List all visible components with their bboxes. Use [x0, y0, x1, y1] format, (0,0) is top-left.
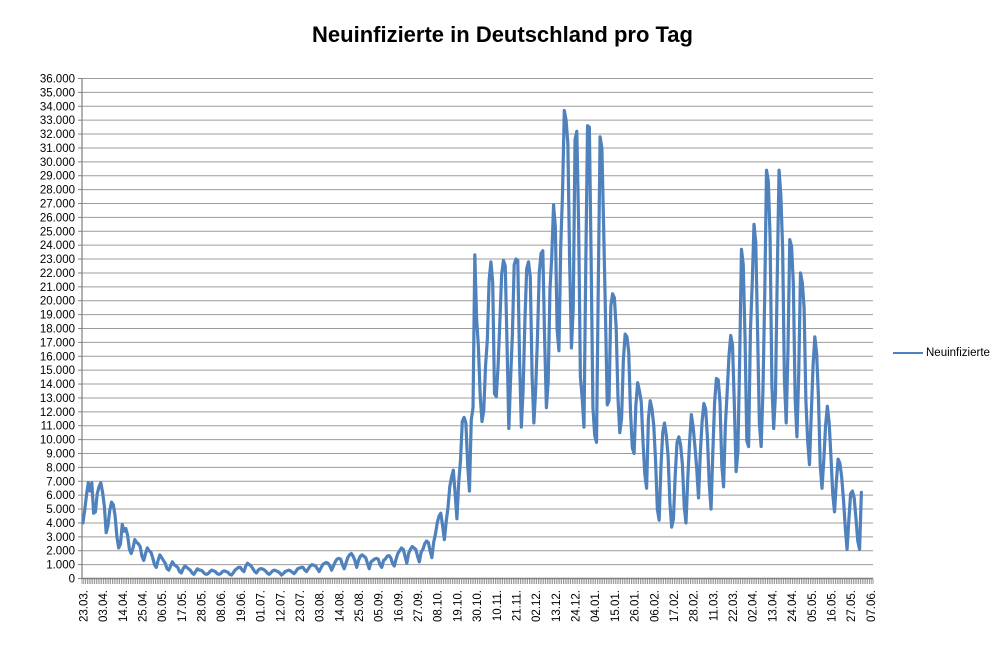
svg-text:12.07.: 12.07.	[275, 590, 287, 622]
svg-text:12.000: 12.000	[40, 407, 75, 419]
legend-line-swatch	[893, 351, 923, 355]
svg-text:19.06.: 19.06.	[236, 590, 248, 622]
svg-text:13.000: 13.000	[40, 393, 75, 405]
svg-text:36.000: 36.000	[40, 74, 75, 86]
svg-text:05.09.: 05.09.	[374, 590, 386, 622]
axis-lines	[81, 78, 873, 580]
svg-text:1.000: 1.000	[46, 560, 75, 572]
svg-text:10.11.: 10.11.	[492, 590, 504, 621]
svg-text:16.09.: 16.09.	[393, 590, 405, 622]
svg-text:17.05.: 17.05.	[177, 590, 189, 622]
svg-text:02.04.: 02.04.	[748, 590, 760, 622]
svg-text:33.000: 33.000	[40, 115, 75, 127]
svg-text:14.000: 14.000	[40, 379, 75, 391]
svg-text:08.10.: 08.10.	[433, 590, 445, 622]
x-axis-labels: 23.03. 03.04. 14.04. 25.04. 06.05. 17.05. 28.0…	[78, 590, 877, 622]
svg-text:28.02.: 28.02.	[689, 590, 701, 622]
svg-text:02.12.: 02.12.	[531, 590, 543, 622]
svg-text:03.08.: 03.08.	[315, 590, 327, 622]
svg-text:26.000: 26.000	[40, 212, 75, 224]
svg-text:25.08.: 25.08.	[354, 590, 366, 622]
svg-text:3.000: 3.000	[46, 532, 75, 544]
svg-text:35.000: 35.000	[40, 87, 75, 99]
svg-text:24.000: 24.000	[40, 240, 75, 252]
svg-text:5.000: 5.000	[46, 504, 75, 516]
svg-text:27.09.: 27.09.	[413, 590, 425, 622]
y-axis-ticks	[78, 78, 82, 579]
svg-text:30.10.: 30.10.	[472, 590, 484, 622]
svg-text:03.04.: 03.04.	[98, 590, 110, 622]
svg-text:23.03.: 23.03.	[78, 590, 90, 622]
svg-text:22.03.: 22.03.	[728, 590, 740, 622]
svg-text:29.000: 29.000	[40, 171, 75, 183]
legend: Neuinfizierte	[893, 347, 990, 359]
svg-text:17.02.: 17.02.	[669, 590, 681, 622]
svg-text:11.03.: 11.03.	[708, 590, 720, 621]
svg-text:06.05.: 06.05.	[157, 590, 169, 622]
svg-text:04.01.: 04.01.	[590, 590, 602, 622]
svg-text:32.000: 32.000	[40, 129, 75, 141]
svg-text:27.05.: 27.05.	[846, 590, 858, 622]
svg-text:05.05.: 05.05.	[807, 590, 819, 622]
svg-text:2.000: 2.000	[46, 546, 75, 558]
svg-text:07.06.: 07.06.	[866, 590, 878, 622]
svg-text:9.000: 9.000	[46, 449, 75, 461]
svg-text:4.000: 4.000	[46, 518, 75, 530]
svg-text:21.000: 21.000	[40, 282, 75, 294]
svg-text:10.000: 10.000	[40, 435, 75, 447]
svg-text:28.000: 28.000	[40, 185, 75, 197]
svg-text:8.000: 8.000	[46, 462, 75, 474]
svg-text:7.000: 7.000	[46, 476, 75, 488]
svg-text:21.11.: 21.11.	[511, 590, 523, 621]
svg-text:11.000: 11.000	[41, 421, 75, 433]
svg-text:30.000: 30.000	[40, 157, 75, 169]
svg-text:14.04.: 14.04.	[118, 590, 130, 622]
svg-text:14.08.: 14.08.	[334, 590, 346, 622]
svg-text:31.000: 31.000	[40, 143, 75, 155]
x-axis-ticks	[81, 578, 874, 584]
svg-text:28.05.: 28.05.	[197, 590, 209, 622]
svg-text:20.000: 20.000	[40, 296, 75, 308]
svg-text:34.000: 34.000	[40, 101, 75, 113]
svg-text:24.12.: 24.12.	[571, 590, 583, 622]
svg-text:15.01.: 15.01.	[610, 590, 622, 622]
svg-text:18.000: 18.000	[40, 324, 75, 336]
svg-text:01.07.: 01.07.	[256, 590, 268, 622]
svg-text:23.000: 23.000	[40, 254, 75, 266]
svg-text:24.04.: 24.04.	[787, 590, 799, 622]
svg-text:06.02.: 06.02.	[649, 590, 661, 622]
svg-text:23.07.: 23.07.	[295, 590, 307, 622]
svg-text:15.000: 15.000	[40, 365, 75, 377]
svg-text:19.000: 19.000	[40, 310, 75, 322]
svg-text:25.000: 25.000	[40, 226, 75, 238]
svg-text:16.05.: 16.05.	[826, 590, 838, 622]
svg-text:22.000: 22.000	[40, 268, 75, 280]
legend-label: Neuinfizierte	[926, 347, 990, 359]
svg-text:27.000: 27.000	[40, 199, 75, 211]
svg-text:19.10.: 19.10.	[452, 590, 464, 622]
chart-title: Neuinfizierte in Deutschland pro Tag	[312, 22, 693, 47]
svg-text:13.04.: 13.04.	[767, 590, 779, 622]
svg-text:16.000: 16.000	[40, 351, 75, 363]
svg-text:08.06.: 08.06.	[216, 590, 228, 622]
svg-text:25.04.: 25.04.	[137, 590, 149, 622]
svg-text:26.01.: 26.01.	[630, 590, 642, 622]
svg-text:6.000: 6.000	[46, 490, 75, 502]
svg-text:13.12.: 13.12.	[551, 590, 563, 622]
series-line-neuinfizierte	[81, 108, 863, 577]
svg-text:0: 0	[69, 574, 75, 586]
svg-text:17.000: 17.000	[40, 337, 75, 349]
